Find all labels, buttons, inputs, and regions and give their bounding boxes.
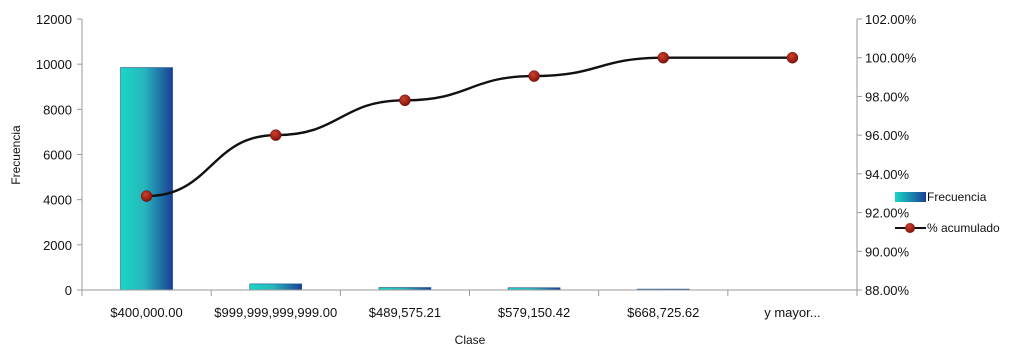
left-tick-label: 4000 <box>43 193 72 208</box>
left-tick-label: 12000 <box>36 12 72 27</box>
right-tick-label: 88.00% <box>865 283 910 298</box>
x-axis-title: Clase <box>455 333 486 347</box>
right-tick-label: 94.00% <box>865 167 910 182</box>
left-tick-label: 10000 <box>36 57 72 72</box>
x-tick-label: $999,999,999,999.00 <box>214 305 337 320</box>
y-axis-title: Frecuencia <box>9 125 23 185</box>
x-tick-label: y mayor... <box>764 305 820 320</box>
x-tick-label: $579,150.42 <box>498 305 570 320</box>
legend: Frecuencia % acumulado <box>895 190 1000 235</box>
x-tick-label: $489,575.21 <box>369 305 441 320</box>
bar-frecuencia <box>249 283 303 291</box>
legend-acumulado-label: % acumulado <box>927 221 1000 235</box>
right-tick-label: 90.00% <box>865 244 910 259</box>
left-tick-label: 0 <box>65 283 72 298</box>
acumulado-point <box>270 129 282 141</box>
left-tick-label: 8000 <box>43 102 72 117</box>
x-tick-label: $668,725.62 <box>627 305 699 320</box>
acumulado-point <box>528 70 540 82</box>
legend-bar-swatch <box>895 192 926 202</box>
acumulado-point <box>399 94 411 107</box>
right-tick-label: 96.00% <box>865 128 910 143</box>
acumulado-point <box>786 51 799 64</box>
right-tick-label: 102.00% <box>865 12 917 27</box>
left-tick-label: 2000 <box>43 238 72 253</box>
bar-frecuencia <box>120 67 173 291</box>
right-axis-ticks: 88.00% 90.00% 92.00% 94.00% 96.00% 98.00% 100.… <box>857 12 917 298</box>
legend-frecuencia-label: Frecuencia <box>927 190 987 204</box>
acumulado-line <box>146 56 793 198</box>
right-tick-label: 98.00% <box>865 89 910 104</box>
right-tick-label: 92.00% <box>865 206 910 221</box>
acumulado-point <box>657 51 669 64</box>
acumulado-point <box>140 190 153 202</box>
x-axis-ticks: $400,000.00 $999,999,999,999.00 $489,575.2… <box>81 290 858 320</box>
line-layer <box>140 51 799 202</box>
bars-layer <box>120 67 690 291</box>
left-tick-label: 6000 <box>43 148 72 163</box>
legend-line-marker <box>905 223 915 233</box>
x-tick-label: $400,000.00 <box>110 305 182 320</box>
left-axis-ticks: 0 2000 4000 6000 8000 10000 12000 <box>36 12 82 298</box>
right-tick-label: 100.00% <box>865 51 917 66</box>
